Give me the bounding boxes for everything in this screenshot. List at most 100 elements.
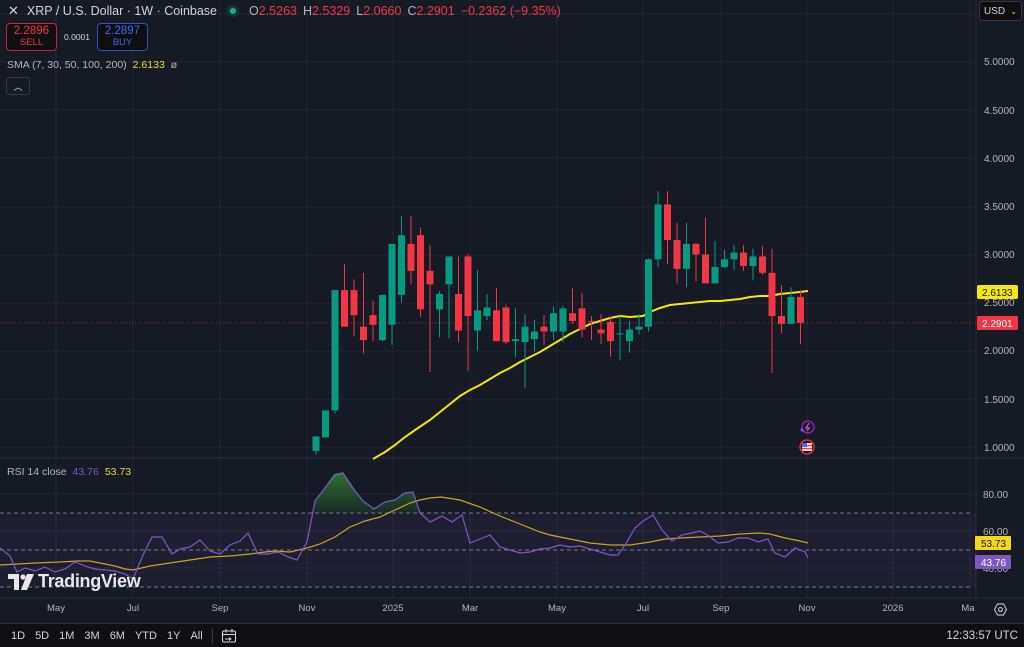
rsi-label: RSI 14 close — [7, 466, 67, 478]
price-tick: 4.5000 — [984, 106, 1015, 117]
buy-button[interactable]: 2.2897 BUY — [97, 23, 148, 51]
rsi-legend[interactable]: RSI 14 close 43.76 53.73 — [7, 466, 131, 478]
sma-line — [372, 290, 809, 460]
time-tick: 2025 — [382, 603, 404, 614]
candle-body — [521, 326, 529, 343]
time-tick: Ma — [961, 603, 975, 614]
event-marker-lightning-icon[interactable] — [800, 420, 815, 434]
rsi-axis[interactable]: 80.00 60.00 40.00 — [983, 490, 1008, 575]
candle-body — [578, 308, 586, 330]
candle-body — [692, 243, 700, 255]
time-tick: Sep — [211, 603, 229, 614]
range-6m-button[interactable]: 6M — [109, 629, 125, 642]
candle-body — [388, 243, 396, 325]
range-3m-button[interactable]: 3M — [84, 629, 100, 642]
market-open-dot-icon[interactable] — [227, 5, 240, 17]
candle-body — [360, 326, 367, 341]
candle-body — [322, 410, 329, 438]
candle-body — [721, 259, 728, 268]
sma-price-tag-text: 2.6133 — [982, 288, 1013, 299]
candle-body — [312, 436, 320, 451]
rsi-ma-tag — [975, 536, 1011, 550]
candle-body — [341, 290, 348, 327]
range-1d-button[interactable]: 1D — [11, 629, 26, 642]
range-1m-button[interactable]: 1M — [59, 629, 75, 642]
candle-body — [540, 326, 548, 332]
rsi-tick: 60.00 — [983, 527, 1008, 538]
price-tick: 4.0000 — [984, 154, 1015, 165]
candle-body — [417, 235, 424, 310]
currency-label: USD — [984, 5, 1006, 17]
price-tick: 3.5000 — [984, 202, 1015, 213]
candle-body — [778, 316, 785, 324]
tradingview-logo[interactable]: TradingView — [8, 571, 141, 592]
time-tick: May — [47, 603, 65, 614]
collapse-legend-button[interactable]: ︿ — [6, 77, 30, 95]
candle-body — [787, 296, 795, 324]
price-tick: 1.5000 — [984, 395, 1015, 406]
tradingview-logo-text: TradingView — [38, 571, 141, 591]
candle-body — [455, 293, 462, 331]
sma-legend[interactable]: SMA (7, 30, 50, 100, 200) 2.6133 ø — [7, 59, 177, 71]
time-tick: 2026 — [882, 603, 904, 614]
price-axis[interactable]: 5.0000 4.5000 4.0000 3.5000 3.0000 2.500… — [984, 57, 1015, 454]
range-5d-button[interactable]: 5D — [35, 629, 50, 642]
range-all-button[interactable]: All — [190, 629, 203, 642]
candle-body — [445, 256, 453, 285]
candle-body — [502, 307, 510, 343]
sma-label: SMA (7, 30, 50, 100, 200) — [7, 59, 127, 71]
candle-body — [654, 204, 662, 260]
time-tick: Nov — [798, 603, 816, 614]
candle-body — [436, 293, 443, 310]
candle-body — [398, 235, 405, 295]
spread-value: 0.0001 — [64, 32, 90, 42]
candlesticks[interactable] — [312, 190, 805, 455]
candle-body — [711, 267, 719, 284]
last-price-tag — [977, 316, 1018, 330]
calendar-range-icon[interactable] — [221, 628, 237, 644]
candle-body — [768, 272, 776, 317]
candle-body — [797, 296, 804, 323]
sell-button[interactable]: 2.2896 SELL — [6, 23, 57, 51]
sell-price: 2.2896 — [13, 25, 50, 37]
candle-body — [550, 313, 557, 332]
candle-body — [569, 313, 576, 321]
candle-body — [483, 307, 491, 317]
buy-label: BUY — [112, 37, 133, 48]
sell-label: SELL — [19, 37, 44, 48]
price-tick: 2.5000 — [984, 298, 1015, 309]
price-tick: 2.0000 — [984, 346, 1015, 357]
range-1y-button[interactable]: 1Y — [166, 629, 181, 642]
close-icon[interactable]: ✕ — [8, 3, 19, 18]
sma-price-tag — [977, 285, 1018, 299]
candle-body — [616, 333, 624, 335]
candle-body — [407, 243, 415, 271]
high-label: H — [302, 4, 313, 18]
time-tick: Nov — [298, 603, 316, 614]
low-value: 2.0660 — [363, 4, 402, 18]
candle-body — [607, 321, 614, 342]
event-marker-us-flag-icon[interactable] — [799, 439, 815, 455]
settings-gear-icon[interactable] — [994, 603, 1007, 616]
rsi-tick: 40.00 — [983, 564, 1008, 575]
utc-clock[interactable]: 12:33:57 UTC — [946, 629, 1018, 642]
candle-body — [350, 290, 358, 316]
range-ytd-button[interactable]: YTD — [134, 629, 157, 642]
rsi-value-tag — [975, 555, 1011, 569]
toolbar-divider — [211, 627, 213, 644]
symbol-title[interactable]: XRP / U.S. Dollar · 1W · Coinbase — [26, 4, 218, 18]
price-tick: 1.0000 — [984, 443, 1015, 454]
sma-hidden-marker-icon: ø — [170, 59, 178, 71]
candle-body — [673, 240, 681, 269]
candle-body — [702, 254, 709, 284]
change-value: −0.2362 (−9.35%) — [460, 4, 561, 18]
candle-body — [664, 204, 671, 241]
sma-value: 2.6133 — [132, 59, 165, 71]
currency-selector[interactable]: USD ⌄ — [979, 1, 1022, 21]
buy-price: 2.2897 — [104, 25, 141, 37]
grid — [0, 0, 976, 598]
rsi-tick: 80.00 — [983, 490, 1008, 501]
candle-body — [474, 310, 481, 331]
candle-body — [331, 290, 339, 411]
